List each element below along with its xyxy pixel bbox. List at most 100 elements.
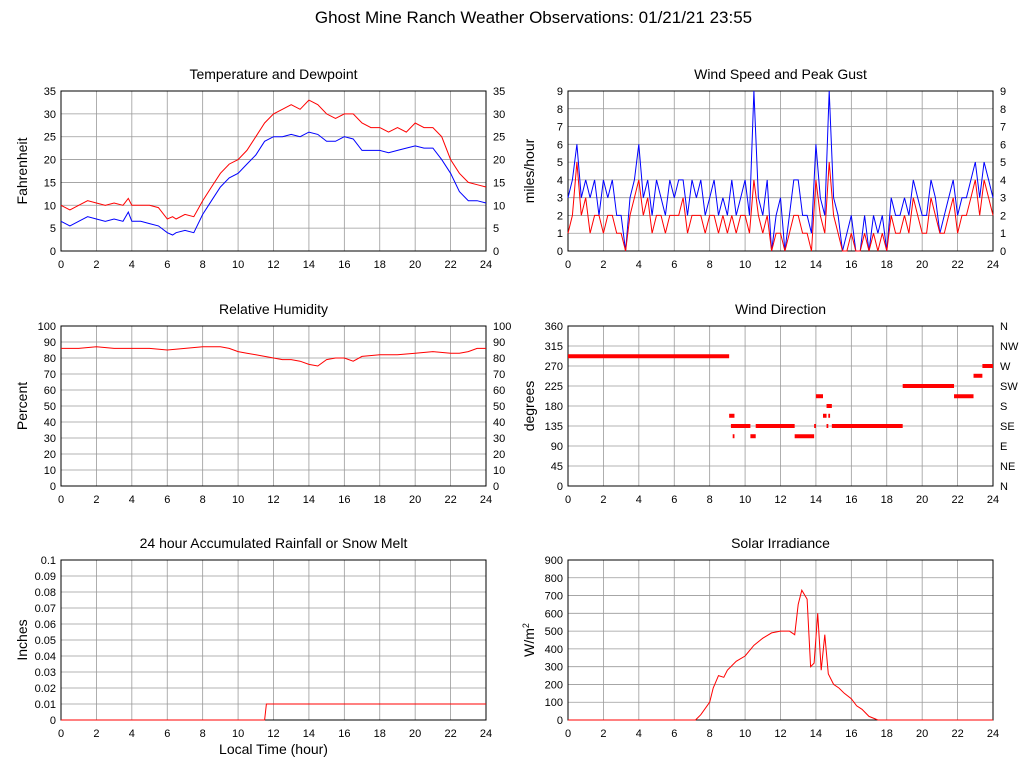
- y-tick-label-right: 50: [493, 401, 505, 413]
- x-tick-label: 14: [810, 259, 822, 271]
- chart-solar: 0 2 4 6 8 10 12 14 16 18 20 22 240100200300400500600…: [521, 535, 999, 740]
- y-tick-label-right: W: [1000, 361, 1011, 373]
- series-line-0: [567, 90, 994, 252]
- x-tick-label: 4: [636, 494, 642, 506]
- y-tick-label: 10: [44, 465, 56, 477]
- y-tick-label: 5: [50, 223, 56, 235]
- y-tick-label-right: 0: [493, 481, 499, 493]
- x-tick-label: 0: [58, 728, 64, 740]
- x-tick-label: 12: [267, 259, 279, 271]
- y-tick-label: 30: [44, 433, 56, 445]
- x-tick-label: 18: [374, 259, 386, 271]
- y-tick-label: 200: [545, 679, 563, 691]
- y-tick-label-right: 3: [1000, 193, 1006, 205]
- y-tick-label-right: 30: [493, 433, 505, 445]
- series-line-0: [61, 346, 486, 367]
- x-tick-label: 2: [600, 494, 606, 506]
- x-tick-label: 22: [951, 494, 963, 506]
- y-tick-label-right: E: [1000, 441, 1007, 453]
- x-tick-label: 22: [951, 728, 963, 740]
- chart-temp: 0 2 4 6 8 10 12 14 16 18 20 22 240510152025303505101…: [14, 66, 505, 271]
- x-tick-label: 18: [374, 728, 386, 740]
- x-tick-label: 16: [338, 494, 350, 506]
- plot-frame: [60, 559, 487, 721]
- x-tick-label: 24: [987, 259, 999, 271]
- x-tick-label: 22: [444, 494, 456, 506]
- y-tick-label: 30: [44, 109, 56, 121]
- y-tick-label-right: 2: [1000, 210, 1006, 222]
- x-tick-label: 18: [881, 728, 893, 740]
- x-tick-label: 14: [810, 728, 822, 740]
- y-tick-label-right: 90: [493, 337, 505, 349]
- x-tick-label: 10: [232, 259, 244, 271]
- y-tick-label: 135: [545, 421, 563, 433]
- y-tick-label: 0.03: [35, 667, 56, 679]
- x-tick-label: 18: [881, 259, 893, 271]
- y-tick-label: 0.08: [35, 587, 56, 599]
- y-tick-label: 6: [557, 139, 563, 151]
- chart-wind: 0 2 4 6 8 10 12 14 16 18 20 22 240123456789012345678…: [521, 66, 1006, 271]
- y-tick-label: 15: [44, 177, 56, 189]
- y-axis-label: degrees: [521, 381, 537, 432]
- y-tick-label-right: 5: [493, 223, 499, 235]
- x-tick-label: 0: [58, 494, 64, 506]
- y-tick-label: 20: [44, 449, 56, 461]
- x-tick-label: 4: [129, 259, 135, 271]
- series-line-0: [61, 703, 486, 721]
- series-line-1: [567, 162, 994, 252]
- y-tick-label-right: 20: [493, 155, 505, 167]
- y-axis-label: miles/hour: [521, 138, 537, 203]
- x-tick-label: 6: [164, 728, 170, 740]
- chart-title: Relative Humidity: [219, 301, 328, 317]
- page-title: Ghost Mine Ranch Weather Observations: 0…: [314, 8, 753, 27]
- y-tick-label-right: 4: [1000, 175, 1006, 187]
- x-tick-label: 6: [671, 259, 677, 271]
- x-tick-label: 20: [916, 728, 928, 740]
- x-tick-label: 6: [671, 494, 677, 506]
- x-tick-label: 16: [845, 259, 857, 271]
- y-tick-label: 400: [545, 644, 563, 656]
- y-tick-label: 70: [44, 369, 56, 381]
- x-tick-label: 12: [267, 494, 279, 506]
- y-tick-label: 45: [551, 461, 563, 473]
- y-tick-label: 0.07: [35, 603, 56, 615]
- x-tick-label: 16: [845, 494, 857, 506]
- y-axis-label: W/m2: [521, 623, 537, 657]
- x-tick-label: 2: [600, 259, 606, 271]
- chart-rh: 0 2 4 6 8 10 12 14 16 18 20 22 240102030405060708090…: [14, 301, 511, 506]
- chart-wdir: 0 2 4 6 8 10 12 14 16 18 20 22 240459013518022527031…: [521, 301, 1019, 506]
- x-tick-label: 16: [338, 728, 350, 740]
- x-tick-label: 22: [951, 259, 963, 271]
- y-tick-label: 700: [545, 591, 563, 603]
- y-tick-label: 25: [44, 132, 56, 144]
- x-axis-label: Local Time (hour): [219, 741, 328, 757]
- y-tick-label-right: N: [1000, 321, 1008, 333]
- x-tick-label: 10: [232, 728, 244, 740]
- x-tick-label: 24: [480, 259, 492, 271]
- y-tick-label: 10: [44, 200, 56, 212]
- x-tick-label: 8: [200, 728, 206, 740]
- plot-frame: [60, 325, 487, 487]
- y-tick-label-right: 60: [493, 385, 505, 397]
- y-tick-label-right: NE: [1000, 461, 1015, 473]
- y-tick-label: 300: [545, 662, 563, 674]
- x-tick-label: 14: [810, 494, 822, 506]
- y-tick-label-right: 9: [1000, 86, 1006, 98]
- y-tick-label-right: 10: [493, 200, 505, 212]
- y-tick-label-right: 80: [493, 353, 505, 365]
- x-tick-label: 4: [129, 494, 135, 506]
- y-tick-label-right: SE: [1000, 421, 1015, 433]
- y-tick-label-right: 7: [1000, 122, 1006, 134]
- x-tick-label: 6: [164, 259, 170, 271]
- x-tick-label: 6: [164, 494, 170, 506]
- y-tick-label-right: N: [1000, 481, 1008, 493]
- y-tick-label: 4: [557, 175, 563, 187]
- y-tick-label: 0.02: [35, 683, 56, 695]
- x-tick-label: 0: [565, 494, 571, 506]
- y-tick-label: 0.06: [35, 619, 56, 631]
- x-tick-label: 8: [200, 259, 206, 271]
- x-tick-label: 0: [58, 259, 64, 271]
- y-tick-label-right: NW: [1000, 341, 1019, 353]
- y-tick-label: 0: [557, 246, 563, 258]
